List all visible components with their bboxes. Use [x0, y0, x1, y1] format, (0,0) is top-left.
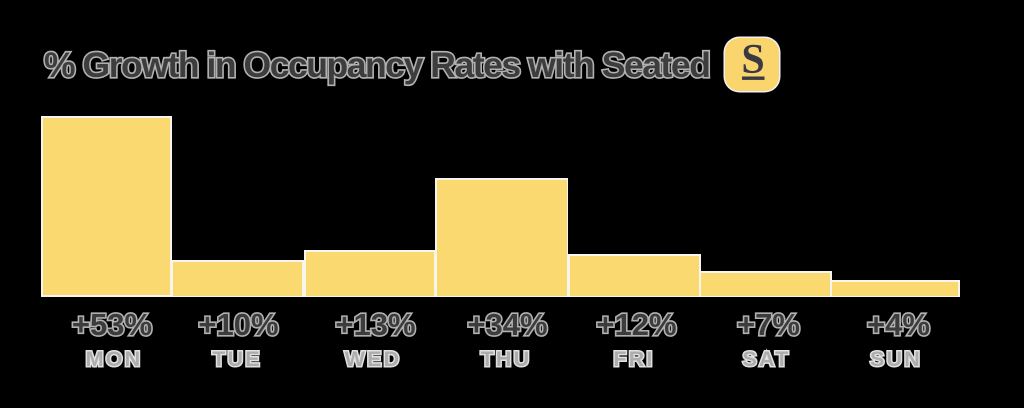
- svg-text:S: S: [741, 38, 764, 83]
